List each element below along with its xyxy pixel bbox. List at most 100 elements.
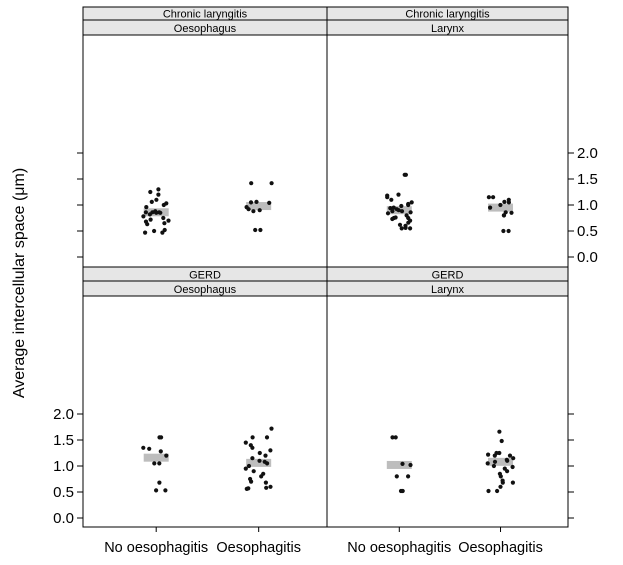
data-point bbox=[149, 199, 154, 204]
data-point bbox=[257, 208, 262, 213]
data-point bbox=[166, 218, 171, 223]
data-point bbox=[147, 446, 152, 451]
data-point bbox=[390, 209, 395, 214]
y-axis-label: Average intercellular space (μm) bbox=[11, 168, 28, 398]
x-tick-label: No oesophagitis bbox=[347, 540, 451, 556]
panel-plot-area bbox=[82, 34, 328, 268]
data-point bbox=[157, 461, 162, 466]
data-point bbox=[144, 205, 149, 210]
data-point bbox=[143, 210, 148, 215]
data-point bbox=[385, 193, 390, 198]
y-tick-label: 2.0 bbox=[577, 145, 598, 162]
data-point bbox=[503, 210, 508, 215]
data-point bbox=[495, 488, 500, 494]
mean-bar bbox=[143, 453, 169, 462]
data-point bbox=[390, 435, 395, 440]
data-point bbox=[511, 456, 516, 461]
data-point bbox=[261, 471, 266, 476]
data-point bbox=[506, 197, 511, 202]
data-point bbox=[486, 195, 491, 200]
panel-plot-area bbox=[326, 34, 569, 268]
data-point bbox=[400, 461, 405, 466]
panels-layer: Chronic laryngitis Oesophagus Chronic lary… bbox=[82, 6, 569, 528]
data-point bbox=[243, 466, 248, 471]
data-point bbox=[397, 222, 403, 227]
mean-bar bbox=[488, 457, 514, 466]
data-point bbox=[400, 488, 405, 494]
data-point bbox=[156, 187, 161, 192]
data-point bbox=[268, 484, 273, 489]
data-point bbox=[164, 453, 169, 458]
data-point bbox=[404, 213, 409, 218]
data-point bbox=[491, 463, 496, 469]
data-point bbox=[141, 445, 146, 450]
data-point bbox=[161, 215, 166, 221]
data-point bbox=[257, 450, 262, 456]
data-point bbox=[502, 466, 507, 471]
data-point bbox=[264, 485, 269, 490]
data-point bbox=[403, 172, 408, 177]
y-tick-label: 0.0 bbox=[53, 510, 74, 527]
data-point bbox=[494, 450, 499, 456]
data-point bbox=[162, 227, 167, 233]
data-point bbox=[504, 457, 509, 462]
y-tick-label: 0.0 bbox=[577, 249, 598, 266]
data-point bbox=[164, 201, 169, 206]
data-point bbox=[264, 435, 270, 440]
data-point bbox=[141, 214, 146, 219]
data-point bbox=[143, 230, 148, 235]
group-no-oesophagitis bbox=[386, 435, 413, 494]
group-no-oesophagitis bbox=[141, 187, 171, 235]
group-no-oesophagitis bbox=[385, 172, 414, 231]
y-tick-label: 2.0 bbox=[53, 406, 74, 423]
data-point bbox=[267, 200, 272, 205]
data-point bbox=[485, 461, 490, 466]
data-point bbox=[258, 227, 263, 233]
data-point bbox=[269, 181, 274, 186]
data-point bbox=[499, 438, 504, 444]
data-point bbox=[498, 202, 503, 208]
data-point bbox=[156, 192, 161, 197]
mean-bar bbox=[386, 460, 412, 469]
mean-bar bbox=[246, 458, 272, 467]
data-point bbox=[250, 456, 255, 461]
x-tick-label: No oesophagitis bbox=[104, 540, 208, 556]
data-point bbox=[399, 203, 404, 209]
data-point bbox=[143, 219, 149, 224]
panel-1: Chronic laryngitis Larynx bbox=[326, 6, 569, 268]
data-point bbox=[486, 488, 491, 494]
strip-label-condition: GERD bbox=[432, 270, 464, 282]
data-point bbox=[158, 449, 163, 454]
data-point bbox=[253, 227, 258, 233]
data-point bbox=[246, 463, 252, 469]
data-point bbox=[488, 205, 493, 210]
data-point bbox=[501, 213, 506, 218]
panel-2: GERD Oesophagus bbox=[82, 266, 328, 528]
data-point bbox=[153, 209, 158, 214]
panel-plot-area bbox=[82, 295, 328, 528]
data-point bbox=[409, 200, 414, 205]
data-point bbox=[263, 453, 268, 458]
data-point bbox=[154, 197, 159, 202]
y-tick-label: 1.0 bbox=[53, 458, 74, 475]
strip-label-site: Oesophagus bbox=[174, 284, 237, 296]
data-point bbox=[244, 205, 249, 210]
data-point bbox=[251, 469, 256, 474]
group-oesophagitis bbox=[486, 195, 514, 234]
strip-label-condition: Chronic laryngitis bbox=[163, 9, 248, 21]
data-point bbox=[510, 480, 515, 485]
data-point bbox=[257, 458, 262, 463]
data-point bbox=[394, 474, 399, 479]
data-point bbox=[152, 461, 157, 466]
strip-label-site: Larynx bbox=[431, 284, 465, 296]
data-point bbox=[393, 215, 398, 220]
data-point bbox=[502, 199, 507, 204]
data-point bbox=[393, 435, 398, 440]
data-point bbox=[406, 474, 411, 479]
axes-layer: 0.0 0.5 1.0 1.5 2.0 0.0 0.5 1.0 1.5 2.0 No oesopha… bbox=[53, 145, 598, 556]
data-point bbox=[251, 209, 256, 214]
data-point bbox=[500, 478, 505, 483]
data-point bbox=[510, 464, 515, 470]
group-oesophagitis bbox=[243, 426, 274, 491]
